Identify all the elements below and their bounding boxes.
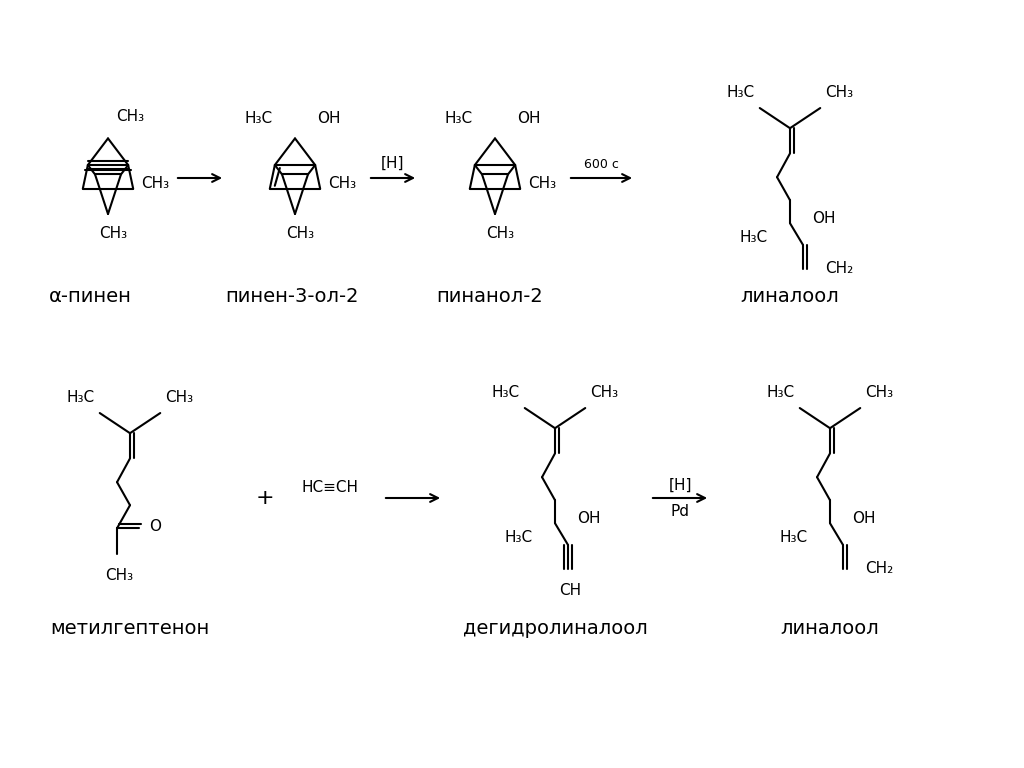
Text: CH₃: CH₃: [825, 85, 853, 100]
Text: CH₃: CH₃: [329, 177, 356, 191]
Text: CH: CH: [559, 583, 581, 598]
Text: CH₃: CH₃: [528, 177, 556, 191]
Text: пинанол-2: пинанол-2: [436, 286, 544, 306]
Text: CH₃: CH₃: [116, 109, 144, 124]
Text: 600 с: 600 с: [584, 158, 618, 171]
Text: CH₂: CH₂: [865, 561, 893, 576]
Text: O: O: [148, 518, 161, 534]
Text: H₃C: H₃C: [780, 530, 808, 545]
Text: [H]: [H]: [669, 478, 692, 492]
Text: OH: OH: [517, 111, 541, 127]
Text: H₃C: H₃C: [444, 111, 473, 127]
Text: CH₃: CH₃: [590, 385, 618, 400]
Text: H₃C: H₃C: [767, 385, 795, 400]
Text: H₃C: H₃C: [245, 111, 273, 127]
Text: CH₃: CH₃: [486, 226, 514, 241]
Text: OH: OH: [812, 210, 836, 226]
Text: CH₂: CH₂: [825, 261, 853, 276]
Text: метилгептенон: метилгептенон: [50, 618, 210, 637]
Text: HC≡CH: HC≡CH: [301, 481, 358, 495]
Text: Pd: Pd: [671, 504, 689, 518]
Text: CH₃: CH₃: [286, 226, 314, 241]
Text: CH₃: CH₃: [99, 226, 127, 241]
Text: OH: OH: [317, 111, 341, 127]
Text: CH₃: CH₃: [105, 568, 133, 583]
Text: CH₃: CH₃: [141, 177, 169, 191]
Text: +: +: [256, 488, 274, 508]
Text: α-пинен: α-пинен: [48, 286, 131, 306]
Text: линалоол: линалоол: [740, 286, 840, 306]
Text: OH: OH: [852, 511, 876, 526]
Text: [H]: [H]: [381, 155, 404, 170]
Text: пинен-3-ол-2: пинен-3-ол-2: [225, 286, 358, 306]
Text: H₃C: H₃C: [740, 230, 768, 245]
Text: OH: OH: [577, 511, 600, 526]
Text: CH₃: CH₃: [165, 390, 194, 405]
Text: H₃C: H₃C: [727, 85, 755, 100]
Text: H₃C: H₃C: [492, 385, 520, 400]
Text: линалоол: линалоол: [780, 618, 880, 637]
Text: CH₃: CH₃: [865, 385, 893, 400]
Text: дегидролиналоол: дегидролиналоол: [463, 618, 647, 637]
Text: H₃C: H₃C: [67, 390, 95, 405]
Text: H₃C: H₃C: [505, 530, 534, 545]
